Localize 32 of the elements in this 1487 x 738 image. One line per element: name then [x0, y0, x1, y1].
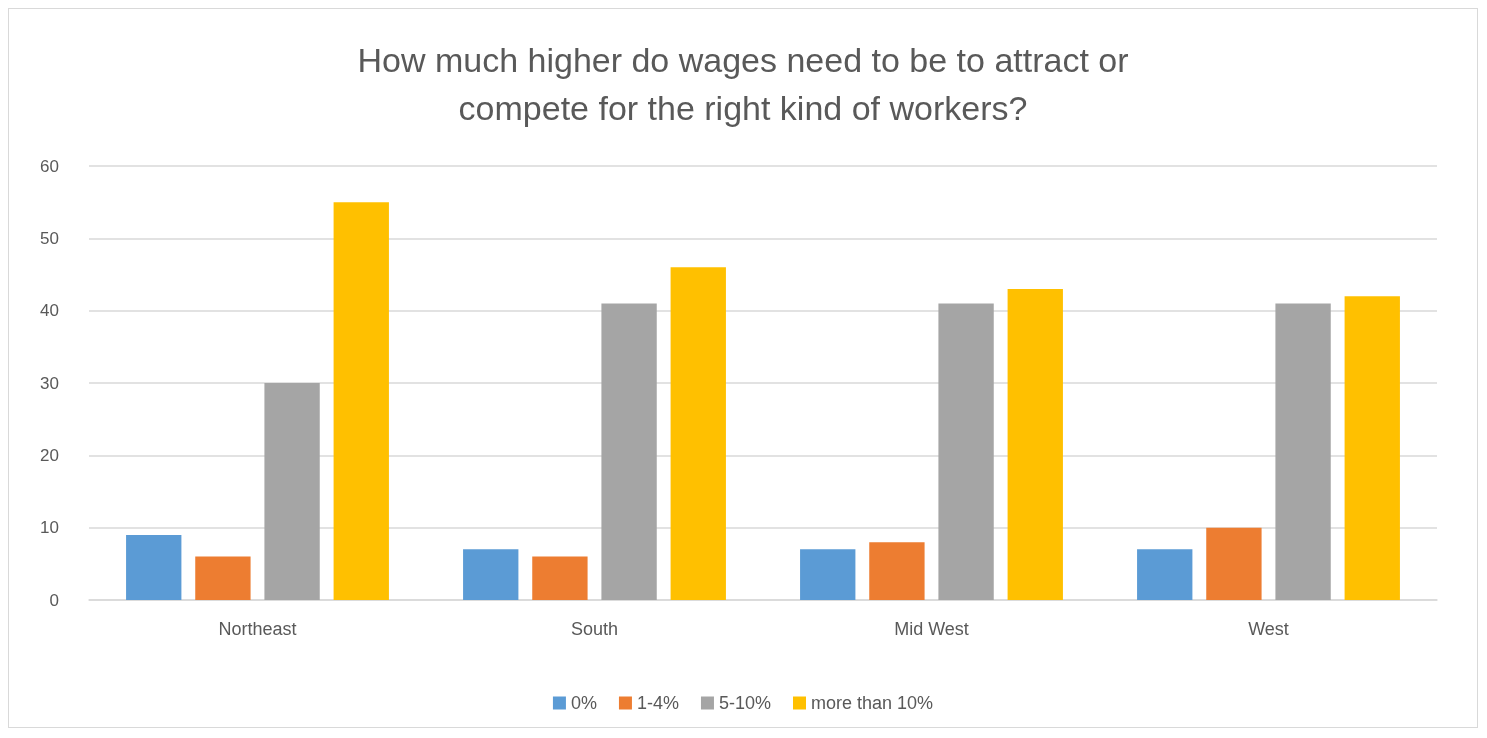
- y-tick-label: 10: [40, 518, 59, 538]
- bar: [463, 549, 519, 600]
- legend-label: 0%: [570, 693, 597, 713]
- bar: [264, 383, 320, 600]
- legend-label: 5-10%: [718, 693, 771, 713]
- bar: [1206, 527, 1262, 600]
- bar: [601, 303, 657, 600]
- bar: [195, 556, 251, 600]
- bar: [126, 534, 182, 600]
- chart-title: How much higher do wages need to be to attract or compete for the right kind of workers?: [357, 41, 1129, 127]
- bar: [1007, 288, 1063, 600]
- x-tick-label: Northeast: [218, 619, 297, 639]
- bar: [1137, 549, 1193, 600]
- bar: [333, 202, 389, 600]
- bar: [1275, 303, 1331, 600]
- x-tick-label: South: [570, 619, 619, 639]
- bar: [532, 556, 588, 600]
- y-tick-label: 60: [40, 156, 59, 176]
- x-tick-label: West: [1248, 619, 1289, 639]
- y-tick-label: 30: [40, 373, 59, 393]
- y-tick-label: 50: [40, 228, 59, 248]
- y-tick-label: 0: [49, 590, 59, 610]
- y-tick-label: 20: [40, 445, 59, 465]
- bar: [800, 549, 856, 600]
- legend-label: more than 10%: [811, 693, 934, 713]
- y-tick-label: 40: [40, 301, 59, 321]
- x-tick-label: Mid West: [894, 619, 969, 639]
- bar: [938, 303, 994, 600]
- bar: [670, 267, 726, 600]
- legend-label: 1-4%: [636, 693, 679, 713]
- bar: [1344, 296, 1400, 600]
- bar: [869, 542, 925, 600]
